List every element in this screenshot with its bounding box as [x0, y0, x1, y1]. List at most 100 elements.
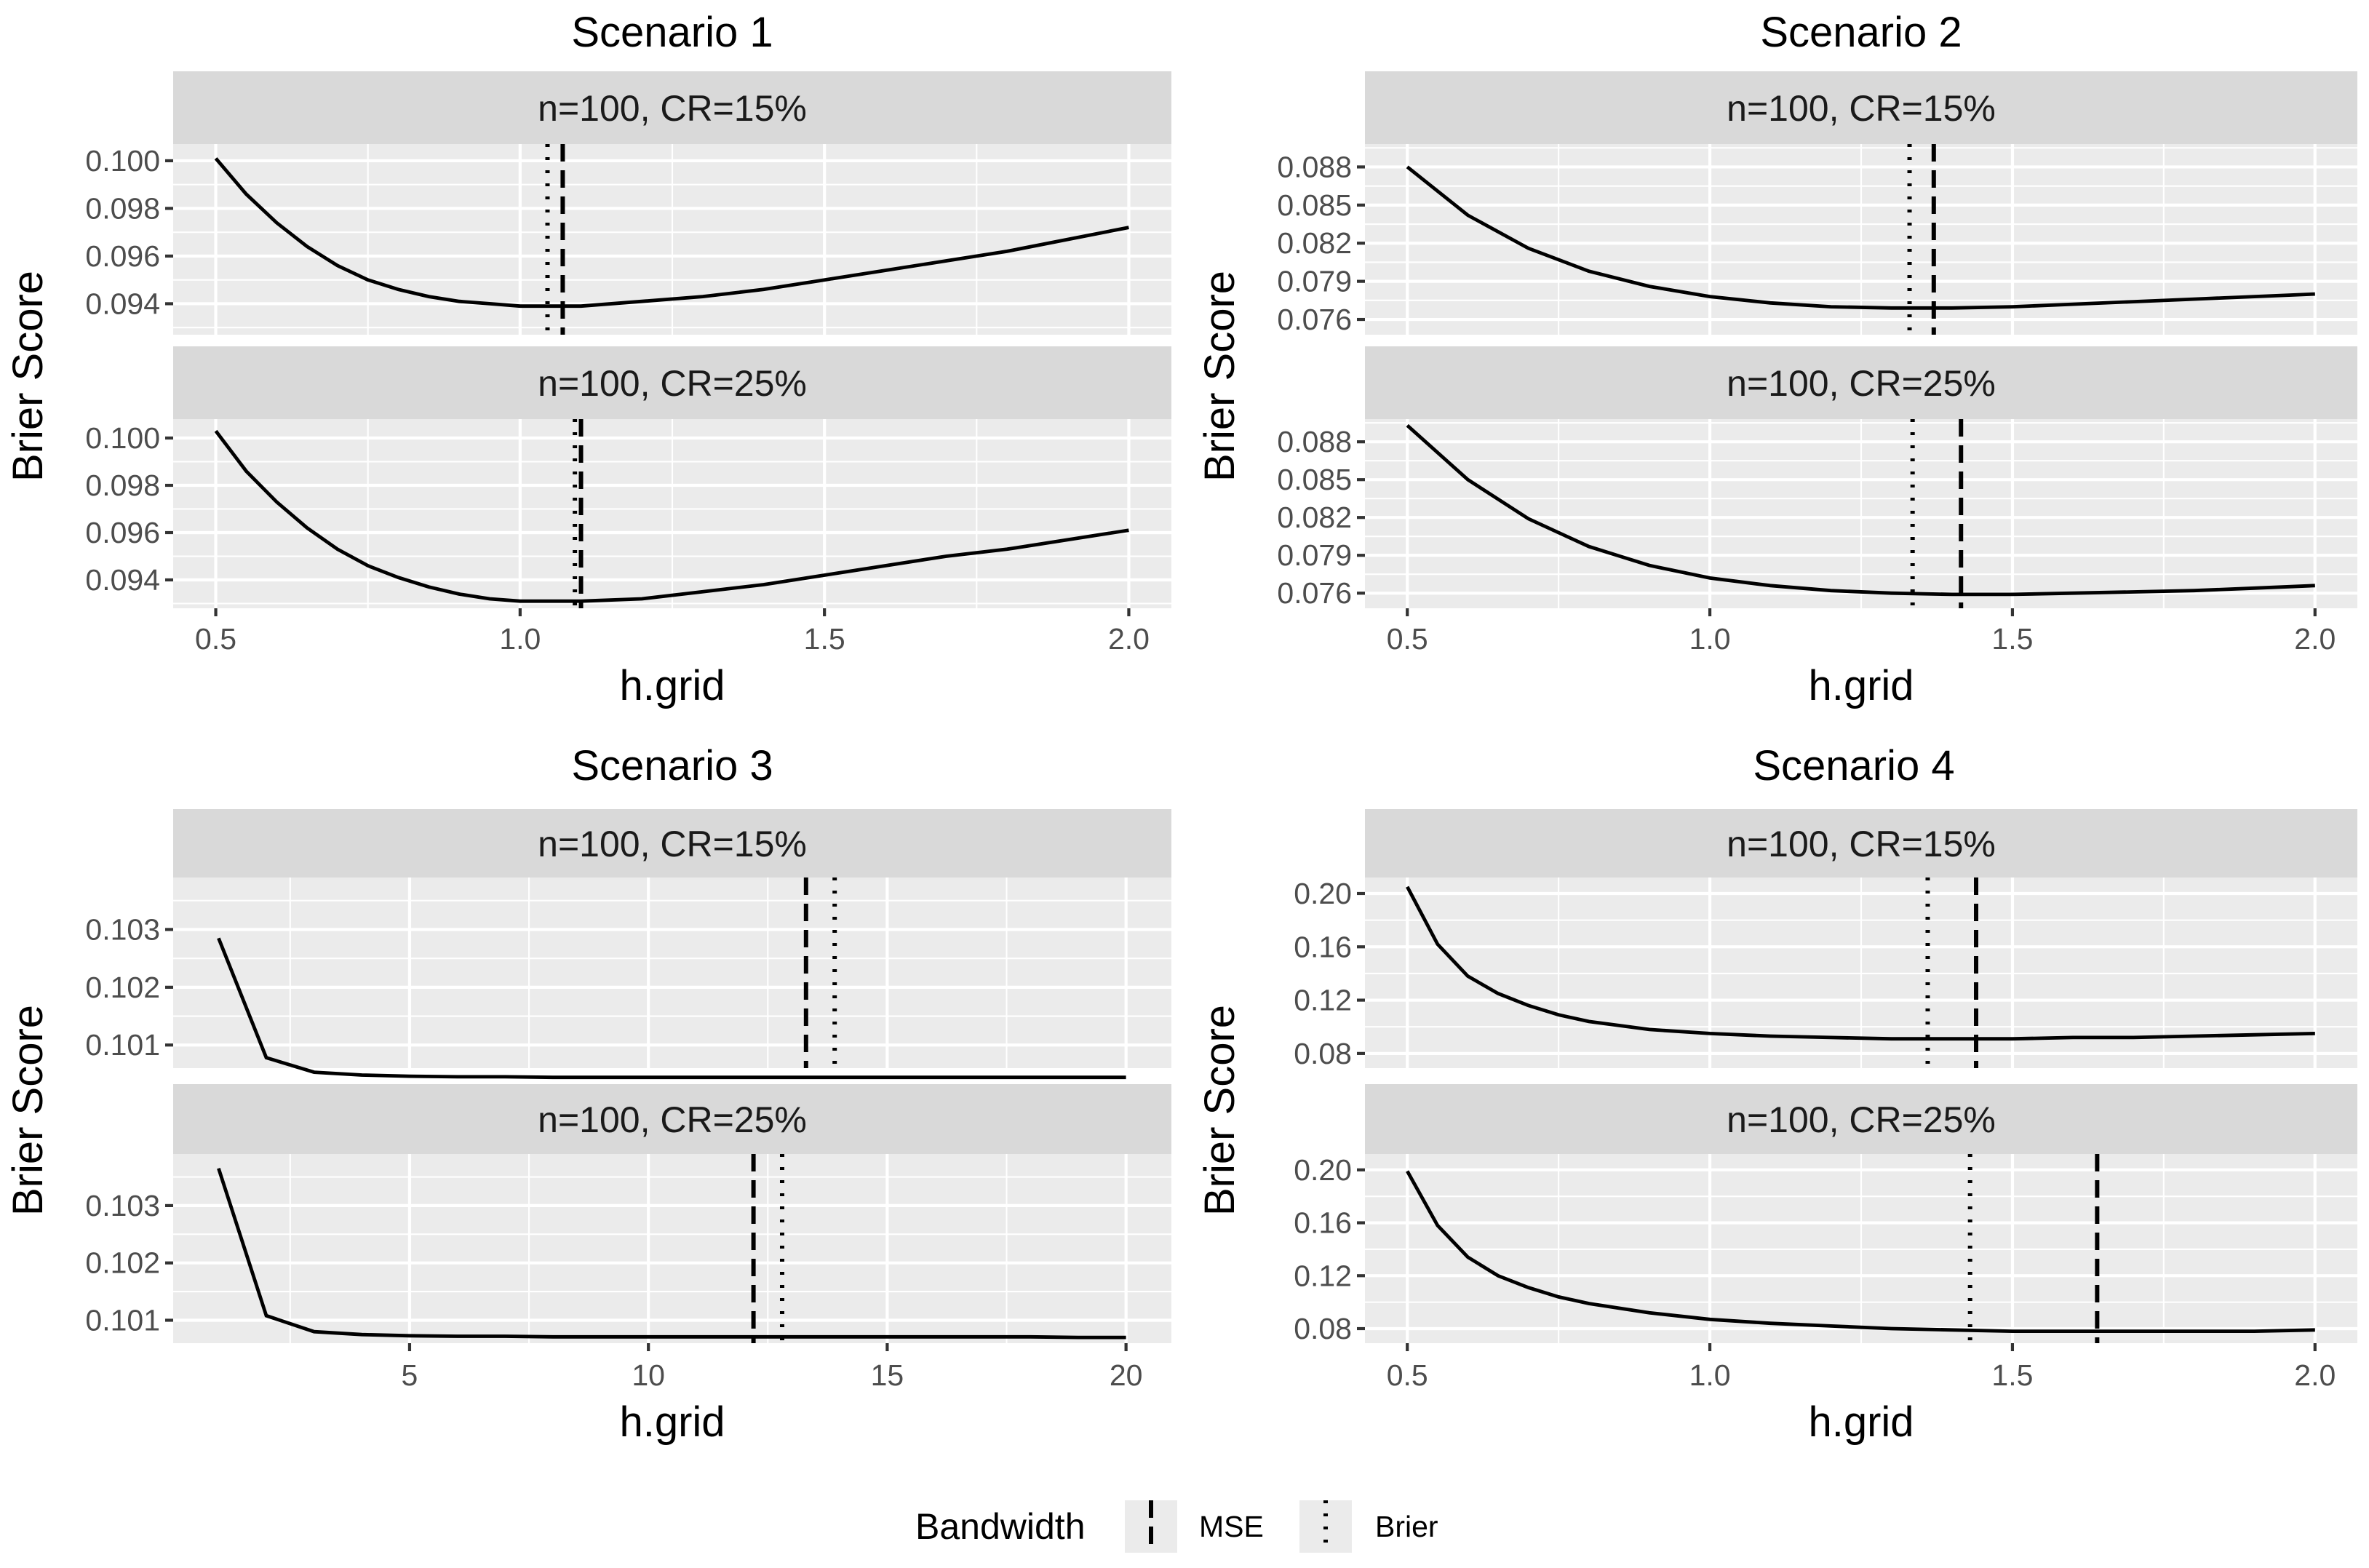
facet-strip: [173, 71, 1171, 144]
y-tick-label: 0.094: [85, 563, 160, 597]
y-tick-label: 0.103: [85, 1189, 160, 1222]
facet-strip: [173, 346, 1171, 419]
y-tick-label: 0.076: [1277, 303, 1352, 336]
facet-strip: [1365, 809, 2357, 877]
facet-strip: [173, 1084, 1171, 1154]
legend-label-mse: MSE: [1199, 1510, 1264, 1543]
facet-strip: [1365, 71, 2357, 144]
facet-strip-label: n=100, CR=15%: [538, 88, 807, 129]
brier-score-line: [217, 937, 1126, 1080]
y-tick-label: 0.096: [85, 516, 160, 549]
brier-score-line: [1406, 165, 2315, 310]
x-axis-title: h.grid: [619, 1398, 725, 1446]
x-tick-label: 1.5: [1991, 622, 2033, 656]
brier-score-line: [1406, 886, 2315, 1041]
y-tick-label: 0.20: [1294, 877, 1352, 910]
y-tick-label: 0.082: [1277, 226, 1352, 260]
chart-title: Scenario 2: [1760, 9, 1962, 56]
facet-strip-label: n=100, CR=15%: [538, 824, 807, 864]
x-tick-label: 1.0: [499, 622, 541, 656]
y-tick-label: 0.085: [1277, 188, 1352, 222]
brier-score-line: [214, 429, 1129, 603]
panel-background: [173, 1154, 1171, 1343]
x-tick-label: 10: [632, 1358, 665, 1392]
panel-background: [173, 877, 1171, 1068]
y-tick-label: 0.08: [1294, 1037, 1352, 1070]
y-tick-label: 0.079: [1277, 538, 1352, 572]
facet-2: n=100, CR=25% 0.101 0.102 0.103: [85, 1084, 1171, 1343]
y-tick-label: 0.102: [85, 971, 160, 1004]
legend-label-brier: Brier: [1375, 1510, 1438, 1543]
x-tick-label: 1.5: [804, 622, 845, 656]
y-tick-label: 0.100: [85, 144, 160, 178]
y-tick-label: 0.102: [85, 1246, 160, 1280]
y-tick-label: 0.076: [1277, 576, 1352, 610]
y-tick-label: 0.094: [85, 287, 160, 320]
y-axis-title: Brier Score: [1196, 271, 1243, 482]
x-tick-label: 5: [402, 1358, 418, 1392]
brier-score-line: [214, 157, 1129, 309]
scenario-3-chart: Scenario 3n=100, CR=15%0.1010.1020.103n=…: [4, 742, 1171, 1446]
y-tick-label: 0.101: [85, 1028, 160, 1062]
x-tick-label: 0.5: [1387, 1358, 1428, 1392]
y-axis-title: Brier Score: [4, 271, 52, 482]
x-tick-label: 20: [1110, 1358, 1143, 1392]
facet-strip: [173, 809, 1171, 877]
facet-1: n=100, CR=15% 0.094 0.096 0.098 0.100: [85, 71, 1171, 335]
x-axis-title: h.grid: [1808, 662, 1914, 709]
y-tick-label: 0.08: [1294, 1312, 1352, 1345]
y-tick-label: 0.100: [85, 421, 160, 455]
chart-title: Scenario 4: [1753, 742, 1954, 789]
y-tick-label: 0.098: [85, 469, 160, 502]
facet-2: n=100, CR=25% 0.08 0.12 0.16 0.20: [1294, 1084, 2357, 1345]
brier-score-line: [217, 1167, 1126, 1340]
legend-title: Bandwidth: [915, 1506, 1086, 1547]
facet-strip-label: n=100, CR=25%: [538, 363, 807, 404]
x-tick-label: 2.0: [1108, 622, 1150, 656]
y-tick-label: 0.082: [1277, 501, 1352, 534]
facet-strip-label: n=100, CR=15%: [1727, 88, 1996, 129]
facet-2: n=100, CR=25% 0.076 0.079 0.082 0.085 0.088: [1277, 346, 2357, 610]
y-tick-label: 0.088: [1277, 150, 1352, 183]
legend: Bandwidth MSE Brier: [915, 1500, 1438, 1553]
x-tick-label: 1.0: [1689, 1358, 1731, 1392]
plots-container: Scenario 1 n=100, CR=15% 0.094 0.096 0.098 0.…: [4, 9, 2357, 1446]
y-tick-label: 0.079: [1277, 265, 1352, 298]
facet-strip: [1365, 1084, 2357, 1154]
chart-title: Scenario 1: [571, 9, 773, 56]
x-tick-label: 2.0: [2294, 622, 2336, 656]
y-tick-label: 0.16: [1294, 1206, 1352, 1240]
scenario-2-chart: Scenario 2 n=100, CR=15% 0.076 0.079 0.082 0.…: [1196, 9, 2357, 709]
x-tick-label: 15: [871, 1358, 904, 1392]
y-tick-label: 0.088: [1277, 425, 1352, 458]
facet-1: n=100, CR=15% 0.101 0.102 0.103: [85, 809, 1171, 1080]
brier-score-line: [1406, 423, 2315, 597]
facet-strip-label: n=100, CR=25%: [1727, 363, 1996, 404]
y-axis-title: Brier Score: [4, 1005, 52, 1216]
y-tick-label: 0.103: [85, 912, 160, 946]
x-tick-label: 1.5: [1991, 1358, 2033, 1392]
y-tick-label: 0.20: [1294, 1153, 1352, 1187]
x-tick-label: 2.0: [2294, 1358, 2336, 1392]
x-tick-label: 0.5: [1387, 622, 1428, 656]
chart-title: Scenario 3: [571, 742, 773, 789]
facet-2: n=100, CR=25% 0.094 0.096 0.098 0.100: [85, 346, 1171, 608]
y-tick-label: 0.12: [1294, 1259, 1352, 1292]
scenario-4-chart: Scenario 4n=100, CR=15%0.080.120.160.20n…: [1196, 742, 2357, 1446]
brier-score-line: [1406, 1170, 2315, 1333]
facet-strip-label: n=100, CR=25%: [538, 1099, 807, 1140]
y-tick-label: 0.12: [1294, 984, 1352, 1017]
x-axis-title: h.grid: [619, 662, 725, 709]
x-axis-title: h.grid: [1808, 1398, 1914, 1446]
x-tick-label: 1.0: [1689, 622, 1731, 656]
scenario-1-chart: Scenario 1 n=100, CR=15% 0.094 0.096 0.098 0.…: [4, 9, 1171, 709]
y-tick-label: 0.101: [85, 1303, 160, 1337]
facet-strip-label: n=100, CR=15%: [1727, 824, 1996, 864]
y-tick-label: 0.096: [85, 239, 160, 273]
facet-1: n=100, CR=15% 0.076 0.079 0.082 0.085 0.088: [1277, 71, 2357, 336]
y-tick-label: 0.16: [1294, 930, 1352, 963]
facet-strip: [1365, 346, 2357, 419]
y-tick-label: 0.098: [85, 191, 160, 225]
y-tick-label: 0.085: [1277, 463, 1352, 496]
